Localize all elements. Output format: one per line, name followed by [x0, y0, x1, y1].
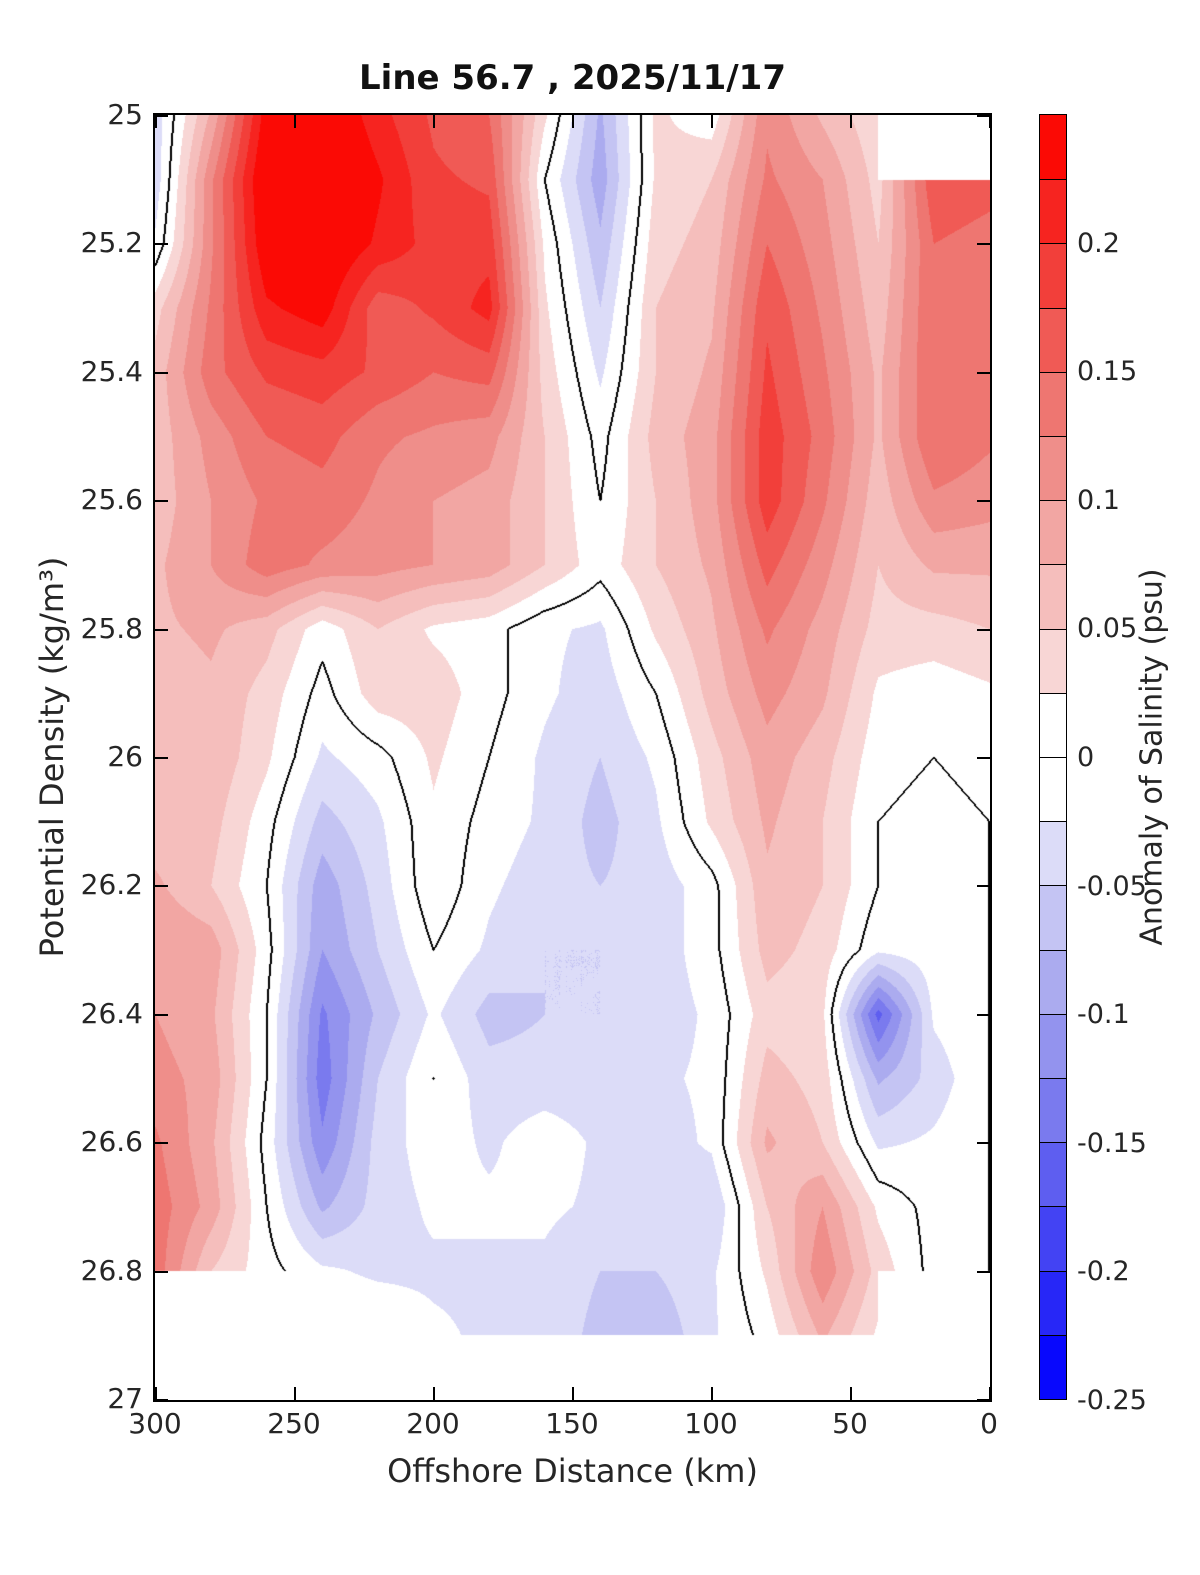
- colorbar-label: Anomaly of Salinity (psu): [1134, 568, 1170, 946]
- colorbar-tick-label: 0: [1077, 742, 1095, 773]
- y-tick-label: 26.6: [80, 1125, 143, 1159]
- x-tick-label: 150: [545, 1407, 599, 1440]
- page-title: Line 56.7 , 2025/11/17: [359, 58, 786, 98]
- colorbar-segment: [1040, 1142, 1066, 1206]
- colorbar-segment: [1040, 243, 1066, 308]
- y-tick-label: 26: [107, 740, 143, 773]
- colorbar-segment: [1040, 1335, 1066, 1399]
- y-axis-label: Potential Density (kg/m³): [33, 556, 71, 958]
- colorbar-segment: [1040, 1206, 1066, 1271]
- colorbar-tick-label: 0.05: [1077, 613, 1138, 645]
- y-tick-label: 27: [107, 1382, 143, 1415]
- colorbar-segment: [1040, 564, 1066, 629]
- x-tick-label: 0: [980, 1407, 998, 1440]
- x-tick-label: 100: [684, 1407, 738, 1440]
- x-tick-label: 200: [406, 1407, 460, 1440]
- colorbar-tick-label: -0.25: [1077, 1385, 1147, 1416]
- colorbar-segment: [1040, 1078, 1066, 1142]
- y-tick-label: 25.2: [80, 226, 143, 260]
- colorbar-segment: [1040, 115, 1066, 179]
- y-tick-label: 26.8: [80, 1253, 143, 1287]
- x-tick-label: 250: [267, 1407, 321, 1440]
- y-tick-label: 25.6: [80, 483, 143, 517]
- y-tick-label: 25.8: [80, 611, 143, 645]
- x-tick-label: 300: [128, 1407, 182, 1440]
- colorbar-segment: [1040, 179, 1066, 243]
- colorbar-segment: [1040, 629, 1066, 693]
- colorbar: [1039, 114, 1067, 1400]
- y-tick-label: 25: [107, 98, 143, 131]
- plot-area: [153, 113, 992, 1402]
- colorbar-segment: [1040, 372, 1066, 436]
- colorbar-tick-label: 0.1: [1077, 484, 1120, 516]
- contour-plot-canvas: [155, 115, 990, 1400]
- colorbar-segment: [1040, 821, 1066, 885]
- colorbar-segment: [1040, 693, 1066, 757]
- colorbar-segment: [1040, 885, 1066, 950]
- x-axis-label: Offshore Distance (km): [387, 1452, 758, 1490]
- colorbar-tick-label: 0.15: [1077, 356, 1138, 388]
- colorbar-tick-label: -0.1: [1077, 999, 1130, 1031]
- colorbar-tick-label: -0.05: [1077, 870, 1147, 902]
- colorbar-tick-label: -0.15: [1077, 1127, 1147, 1159]
- colorbar-segment: [1040, 308, 1066, 372]
- x-tick-label: 50: [832, 1407, 868, 1440]
- colorbar-segment: [1040, 1271, 1066, 1335]
- colorbar-segment: [1040, 1014, 1066, 1078]
- colorbar-tick-label: -0.2: [1077, 1256, 1130, 1288]
- colorbar-tick-label: 0.2: [1077, 227, 1120, 259]
- y-tick-label: 25.4: [80, 354, 143, 388]
- colorbar-segment: [1040, 950, 1066, 1014]
- colorbar-segment: [1040, 757, 1066, 821]
- colorbar-segment: [1040, 500, 1066, 564]
- y-tick-label: 26.4: [80, 996, 143, 1030]
- colorbar-segment: [1040, 436, 1066, 500]
- y-tick-label: 26.2: [80, 868, 143, 902]
